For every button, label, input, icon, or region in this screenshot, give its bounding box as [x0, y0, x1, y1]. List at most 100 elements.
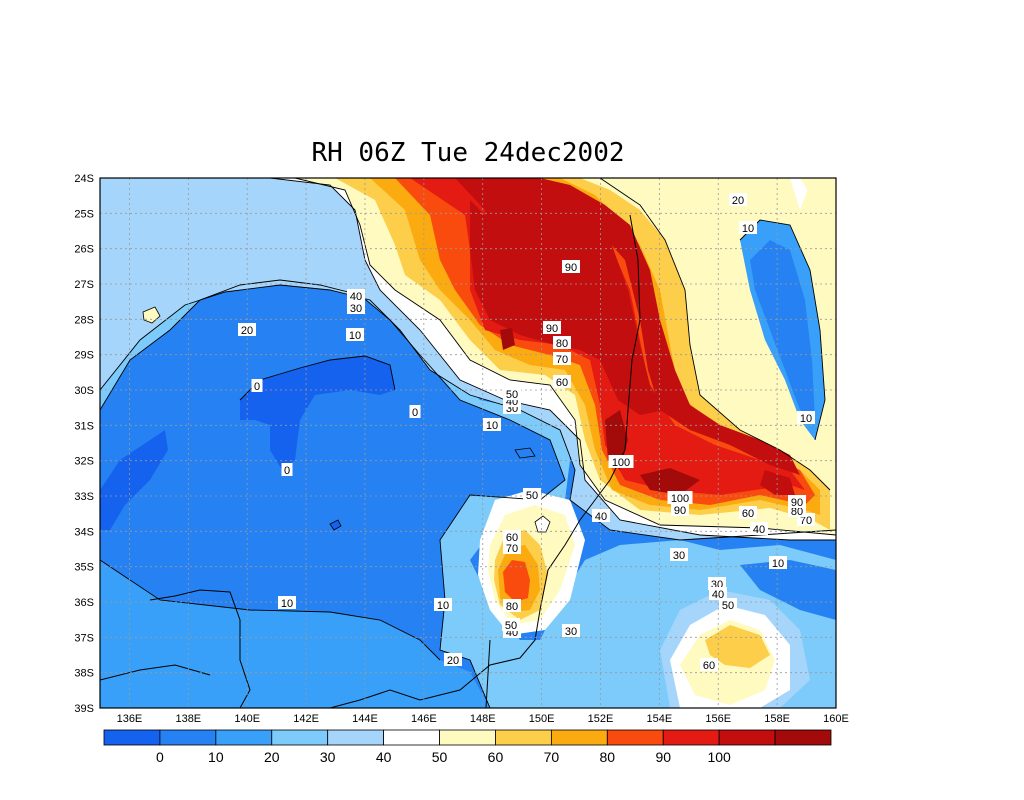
lat-label: 34S [74, 526, 94, 538]
contour-label: 80 [506, 601, 518, 613]
contour-label: 60 [742, 508, 754, 520]
longitude-labels: 136E 138E 140E 142E 144E 146E 148E 150E 152E 154E… [117, 713, 849, 725]
contour-label-box [671, 503, 689, 516]
colorbar-label: 10 [208, 749, 224, 765]
colorbar-swatch [718, 729, 776, 746]
contour-label: 30 [565, 626, 577, 638]
contour-label-box [750, 522, 768, 535]
lat-label: 24S [74, 173, 94, 185]
rh-peak-c [500, 328, 515, 350]
contour-label-box [503, 599, 521, 612]
contour-label: 0 [254, 381, 260, 393]
contour-label: 0 [284, 465, 290, 477]
contour-label: 30 [350, 303, 362, 315]
lat-label: 33S [74, 491, 94, 503]
contour-label: 20 [241, 325, 253, 337]
contour-label: 50 [505, 620, 517, 632]
contour-label-box [347, 289, 365, 302]
rh-peak-d [760, 470, 795, 495]
contour-label-box [562, 260, 580, 273]
rh-below-0-west [100, 430, 168, 530]
contour-label-box [670, 548, 688, 561]
contour-label-box [543, 321, 561, 334]
contour-label-box [739, 506, 757, 519]
colorbar-swatch [606, 729, 664, 746]
contour-label: 100 [671, 493, 689, 505]
colorbar-label: 50 [432, 749, 448, 765]
lat-label: 30S [74, 385, 94, 397]
lon-label: 156E [705, 713, 731, 725]
contour-label: 70 [800, 515, 812, 527]
rh-cell-90 [503, 560, 530, 602]
contour-label: 0 [412, 407, 418, 419]
contour-label-box [346, 328, 364, 341]
lon-label: 160E [823, 713, 849, 725]
lon-label: 150E [529, 713, 555, 725]
contour-label-box [278, 596, 296, 609]
contour-label-box [483, 418, 501, 431]
lon-label: 148E [470, 713, 496, 725]
rh-patch-low-a [329, 519, 342, 531]
contour-label: 60 [703, 660, 715, 672]
rh-100-plus-north [455, 178, 800, 475]
colorbar-label: 30 [320, 749, 336, 765]
colorbar-label: 20 [264, 749, 280, 765]
colorbar-swatch [103, 729, 161, 746]
lon-label: 146E [411, 713, 437, 725]
contour-label-box [444, 653, 462, 666]
lat-label: 27S [74, 279, 94, 291]
gridlines [100, 178, 836, 708]
lat-label: 26S [74, 244, 94, 256]
lon-label: 140E [234, 713, 260, 725]
contour-label-box [503, 387, 521, 400]
lat-label: 29S [74, 350, 94, 362]
lat-label: 37S [74, 632, 94, 644]
contour-label: 90 [565, 262, 577, 274]
contour-label: 30 [673, 550, 685, 562]
coastline [100, 214, 641, 708]
contour-label: 10 [281, 598, 293, 610]
contour-label: 50 [506, 389, 518, 401]
contour-label: 10 [437, 600, 449, 612]
contour-label-box [251, 379, 263, 392]
contour-label-box [238, 323, 256, 336]
colorbar-swatch [383, 729, 440, 746]
latitude-labels: 24S 25S 26S 27S 28S 29S 30S 31S 32S 33S 34S 35S 36S 3… [74, 173, 94, 715]
contour-label-box [739, 221, 757, 234]
colorbar-swatch [159, 729, 217, 746]
lon-label: 154E [647, 713, 673, 725]
map-title: RH 06Z Tue 24dec2002 [311, 138, 625, 168]
lon-label: 144E [352, 713, 378, 725]
colorbar-labels: 0 10 20 30 40 50 60 70 80 90 100 [156, 749, 731, 765]
lon-label: 152E [588, 713, 614, 725]
contour-label-box [434, 598, 452, 611]
contour-label: 70 [506, 543, 518, 555]
contour-label: 50 [722, 600, 734, 612]
contour-label-box [409, 405, 421, 418]
colorbar-swatch [774, 729, 832, 746]
contour-label-box [719, 598, 737, 611]
rh-20-30-ring [100, 240, 836, 708]
contour-label-box [608, 455, 634, 468]
lat-label: 25S [74, 208, 94, 220]
lon-label: 142E [293, 713, 319, 725]
contour-label: 70 [556, 354, 568, 366]
lat-label: 36S [74, 597, 94, 609]
colorbar-swatch [662, 729, 720, 746]
contour-label-box [769, 556, 787, 569]
rh-ne-corner [800, 178, 836, 240]
contour-label: 100 [612, 457, 630, 469]
rh-patch-center-high [534, 515, 551, 533]
contour-label-box [708, 577, 726, 590]
contour-label-box [592, 509, 610, 522]
colorbar-swatch [215, 729, 273, 746]
contour-label: 10 [772, 558, 784, 570]
contour-label-box [709, 587, 727, 600]
colorbar-label: 0 [156, 749, 164, 765]
lon-label: 158E [764, 713, 790, 725]
contour-label: 10 [742, 223, 754, 235]
lat-label: 38S [74, 668, 94, 680]
lon-label: 138E [175, 713, 201, 725]
rh-patch-low-b [514, 447, 536, 459]
